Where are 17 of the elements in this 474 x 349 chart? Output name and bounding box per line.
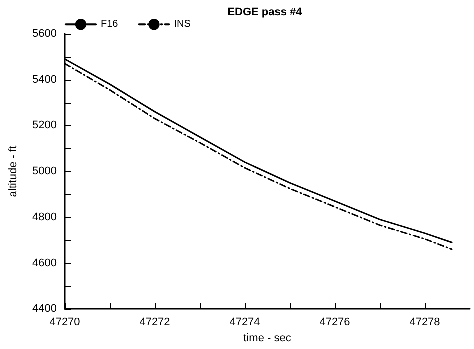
x-tick-label: 47276 xyxy=(320,316,350,329)
x-tick-label: 47278 xyxy=(410,316,440,329)
chart-title: EDGE pass #4 xyxy=(228,6,304,18)
y-tick-label: 5200 xyxy=(32,120,57,132)
x-tick-label: 47274 xyxy=(230,316,260,329)
y-axis-title: altitude - ft xyxy=(8,146,20,198)
y-tick-label: 4400 xyxy=(32,303,57,316)
y-tick-label: 4800 xyxy=(32,211,57,224)
legend-label: F16 xyxy=(101,19,119,30)
y-tick-label: 5600 xyxy=(32,28,57,40)
x-axis-title: time - sec xyxy=(244,332,292,344)
legend-label: INS xyxy=(174,19,192,30)
y-tick-label: 4600 xyxy=(32,257,57,270)
y-tick-label: 5400 xyxy=(32,74,57,86)
x-tick-label: 47272 xyxy=(140,316,170,329)
x-tick-label: 47270 xyxy=(50,316,80,329)
y-tick-label: 5000 xyxy=(32,166,57,178)
